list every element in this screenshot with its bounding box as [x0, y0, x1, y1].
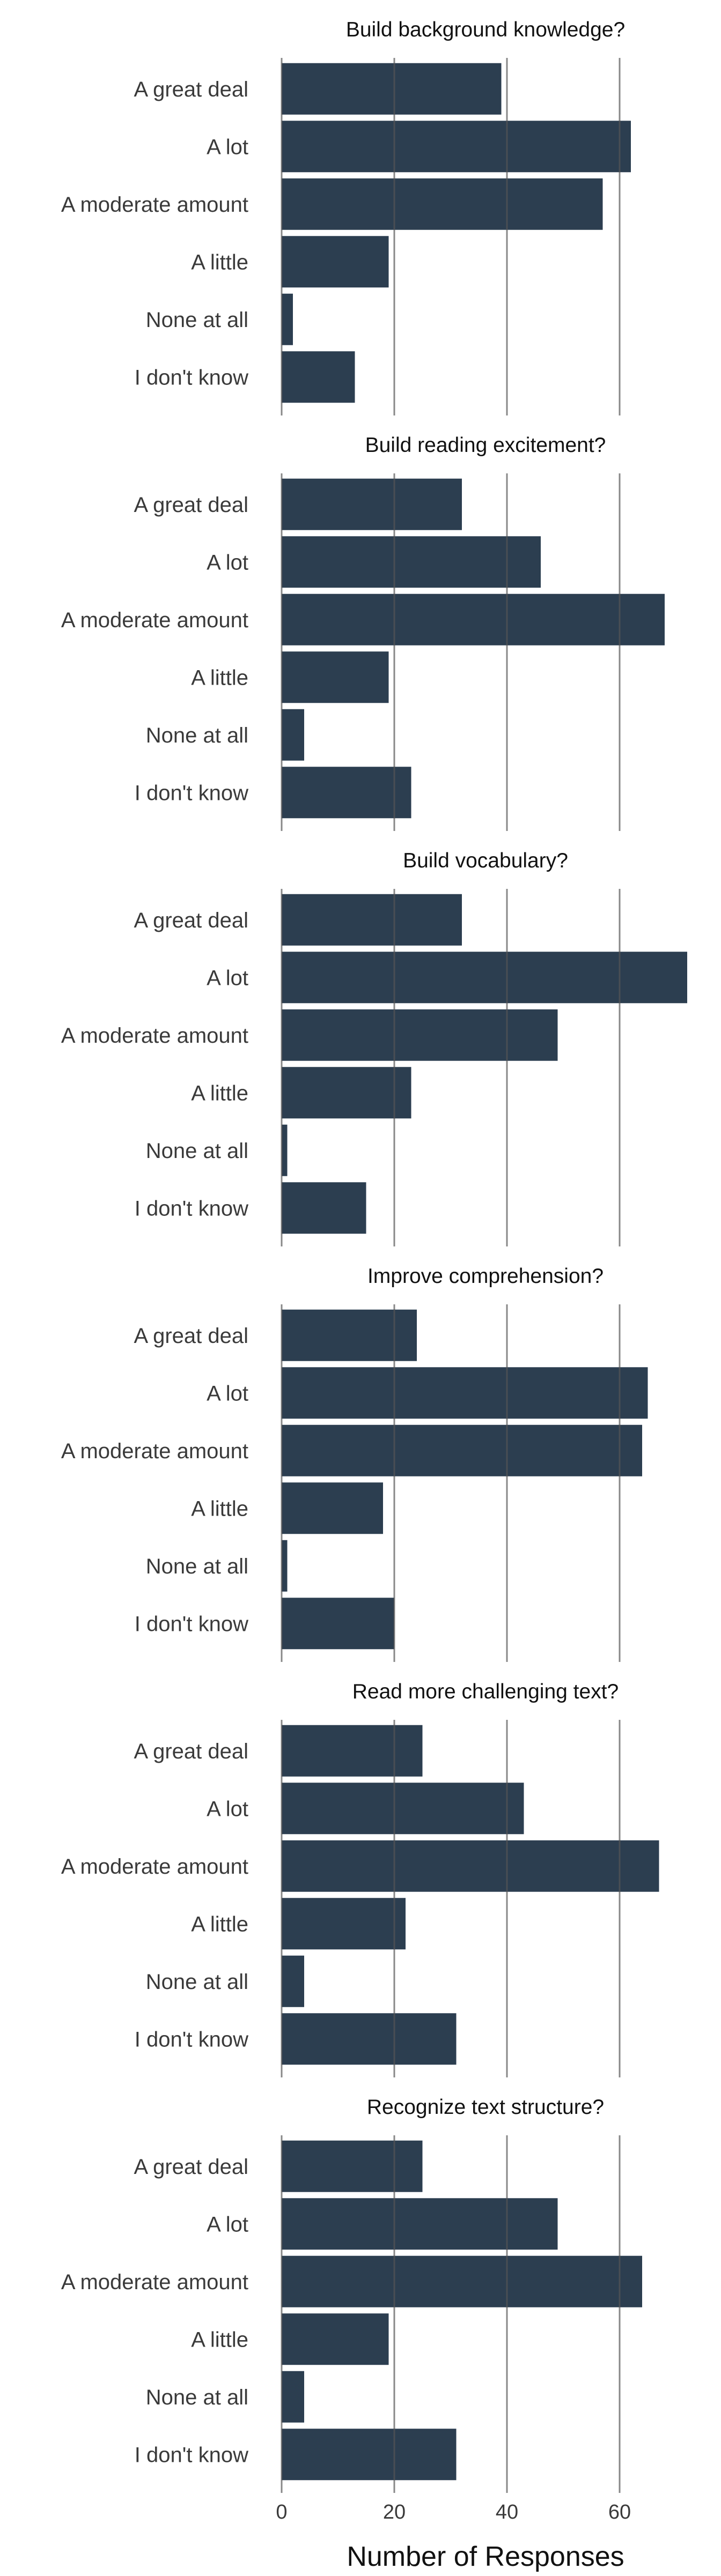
bar	[282, 293, 293, 345]
category-label: A great deal	[134, 493, 249, 517]
bar	[282, 536, 541, 588]
category-label: A great deal	[134, 909, 249, 932]
bar	[282, 1424, 642, 1476]
category-label: A lot	[207, 2213, 248, 2236]
bar	[282, 1783, 524, 1835]
panel-title: Recognize text structure?	[367, 2096, 604, 2119]
category-label: A little	[191, 250, 248, 274]
category-label: A moderate amount	[61, 1024, 248, 1048]
x-tick-label: 40	[496, 2501, 518, 2523]
category-label: A lot	[207, 1382, 248, 1405]
category-label: A moderate amount	[61, 608, 248, 632]
category-label: A little	[191, 2328, 248, 2351]
category-label: I don't know	[135, 1197, 248, 1220]
category-label: A lot	[207, 1797, 248, 1821]
category-label: None at all	[146, 1555, 248, 1578]
x-tick-label: 20	[383, 2501, 406, 2523]
bar	[282, 1598, 394, 1650]
x-tick-label: 0	[276, 2501, 287, 2523]
bar	[282, 2198, 558, 2250]
category-label: A little	[191, 1497, 248, 1520]
bar	[282, 478, 462, 530]
chart-panel: Read more challenging text? A great deal A…	[61, 1680, 659, 2077]
category-label: A great deal	[134, 2155, 249, 2179]
bar	[282, 709, 304, 761]
bar	[282, 1009, 558, 1061]
category-label: A moderate amount	[61, 1439, 248, 1463]
category-label: I don't know	[135, 2443, 248, 2467]
category-label: I don't know	[135, 1612, 248, 1636]
bar	[282, 1840, 659, 1892]
bar	[282, 1124, 288, 1176]
bar	[282, 63, 502, 115]
bar	[282, 651, 389, 703]
category-label: A great deal	[134, 1740, 249, 1763]
bar	[282, 1540, 288, 1592]
chart-panel: Build reading excitement? A great deal A l…	[61, 434, 665, 831]
bar	[282, 1725, 423, 1777]
chart-panel: Build vocabulary? A great deal A lot A mode…	[61, 849, 687, 1246]
bar	[282, 2140, 423, 2192]
category-label: None at all	[146, 1970, 248, 1994]
bar	[282, 593, 665, 645]
x-tick-label: 60	[608, 2501, 631, 2523]
chart-panel: Improve comprehension? A great deal A lot A…	[61, 1265, 648, 1662]
panel-title: Read more challenging text?	[352, 1680, 619, 1703]
category-label: I don't know	[135, 781, 248, 805]
bar	[282, 1367, 648, 1419]
bar	[282, 2371, 304, 2423]
category-label: A lot	[207, 135, 248, 159]
bar	[282, 2313, 389, 2365]
panel-title: Build vocabulary?	[403, 849, 568, 872]
category-label: A little	[191, 1912, 248, 1936]
bar	[282, 351, 355, 403]
category-label: None at all	[146, 1139, 248, 1163]
x-axis-label: Number of Responses	[347, 2541, 624, 2572]
category-label: None at all	[146, 2386, 248, 2409]
chart-panel: Build background knowledge? A great deal A…	[61, 18, 631, 415]
bar	[282, 1955, 304, 2007]
bar	[282, 1067, 411, 1119]
category-label: A great deal	[134, 1324, 249, 1348]
bar	[282, 2255, 642, 2307]
category-label: A moderate amount	[61, 2270, 248, 2294]
category-label: A moderate amount	[61, 193, 248, 217]
category-label: A moderate amount	[61, 1855, 248, 1879]
bar	[282, 178, 603, 230]
category-label: I don't know	[135, 2028, 248, 2051]
chart-panel: Recognize text structure? A great deal A l…	[61, 2096, 642, 2493]
bar	[282, 121, 631, 173]
panel-title: Improve comprehension?	[367, 1265, 604, 1288]
bar	[282, 767, 411, 819]
bar	[282, 894, 462, 946]
bar	[282, 1898, 406, 1950]
category-label: A little	[191, 1081, 248, 1105]
bar	[282, 1482, 383, 1534]
category-label: None at all	[146, 308, 248, 332]
bar	[282, 1309, 417, 1361]
bar	[282, 236, 389, 288]
bar	[282, 2429, 457, 2481]
category-label: None at all	[146, 724, 248, 747]
bar	[282, 1182, 366, 1234]
panel-title: Build reading excitement?	[365, 434, 606, 457]
category-label: A lot	[207, 966, 248, 990]
panel-title: Build background knowledge?	[346, 18, 625, 41]
category-label: A little	[191, 666, 248, 689]
bar	[282, 2013, 457, 2065]
bar	[282, 952, 687, 1004]
category-label: A lot	[207, 551, 248, 574]
category-label: I don't know	[135, 366, 248, 389]
category-label: A great deal	[134, 78, 249, 101]
